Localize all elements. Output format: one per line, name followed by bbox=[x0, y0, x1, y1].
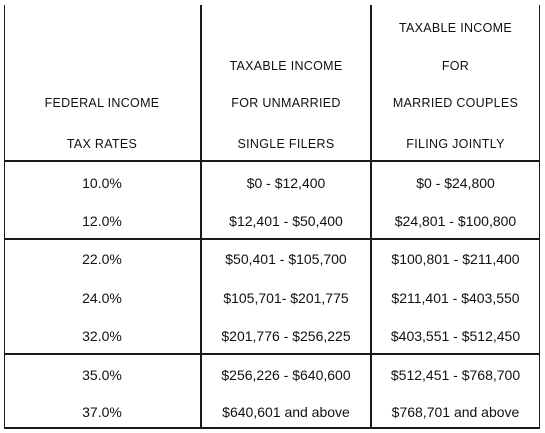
married-range-cell: $24,801 - $100,800 bbox=[394, 213, 517, 229]
row-divider bbox=[4, 353, 540, 355]
header-married-line-3: MARRIED COUPLES bbox=[392, 96, 519, 110]
single-range-cell: $0 - $12,400 bbox=[246, 175, 326, 191]
rate-cell: 32.0% bbox=[82, 328, 122, 344]
rate-cell: 24.0% bbox=[82, 290, 122, 306]
column-divider-1 bbox=[200, 5, 202, 429]
column-divider-2 bbox=[370, 5, 372, 429]
header-married-line-1: TAXABLE INCOME bbox=[398, 21, 513, 35]
married-range-cell: $768,701 and above bbox=[391, 404, 520, 420]
single-range-cell: $12,401 - $50,400 bbox=[229, 213, 343, 229]
header-federal-income: FEDERAL INCOME bbox=[44, 96, 160, 110]
single-range-cell: $201,776 - $256,225 bbox=[221, 328, 351, 344]
table-border-bottom bbox=[4, 427, 540, 429]
married-range-cell: $211,401 - $403,550 bbox=[391, 290, 520, 306]
married-range-cell: $100,801 - $211,400 bbox=[391, 251, 520, 267]
married-range-cell: $512,451 - $768,700 bbox=[390, 367, 521, 383]
header-single-line-1: TAXABLE INCOME bbox=[229, 59, 343, 73]
header-married-line-4: FILING JOINTLY bbox=[406, 137, 505, 151]
married-range-cell: $0 - $24,800 bbox=[416, 175, 495, 191]
single-range-cell: $105,701- $201,775 bbox=[223, 290, 349, 306]
single-range-cell: $640,601 and above bbox=[222, 404, 350, 420]
rate-cell: 10.0% bbox=[82, 175, 122, 191]
tax-rate-table: FEDERAL INCOME TAX RATES TAXABLE INCOME … bbox=[4, 5, 540, 429]
single-range-cell: $50,401 - $105,700 bbox=[225, 251, 347, 267]
rate-cell: 35.0% bbox=[82, 367, 122, 383]
header-married-line-2: FOR bbox=[441, 59, 470, 73]
table-border-left bbox=[4, 5, 5, 429]
header-tax-rates: TAX RATES bbox=[66, 137, 138, 151]
rate-cell: 22.0% bbox=[82, 251, 122, 267]
single-range-cell: $256,226 - $640,600 bbox=[221, 367, 351, 383]
header-single-line-2: FOR UNMARRIED bbox=[231, 96, 341, 110]
rate-cell: 37.0% bbox=[82, 404, 122, 420]
married-range-cell: $403,551 - $512,450 bbox=[390, 328, 521, 344]
table-border-right bbox=[539, 5, 540, 429]
row-divider bbox=[4, 238, 540, 240]
rate-cell: 12.0% bbox=[82, 213, 122, 229]
header-single-line-3: SINGLE FILERS bbox=[237, 137, 335, 151]
header-divider bbox=[4, 160, 540, 162]
